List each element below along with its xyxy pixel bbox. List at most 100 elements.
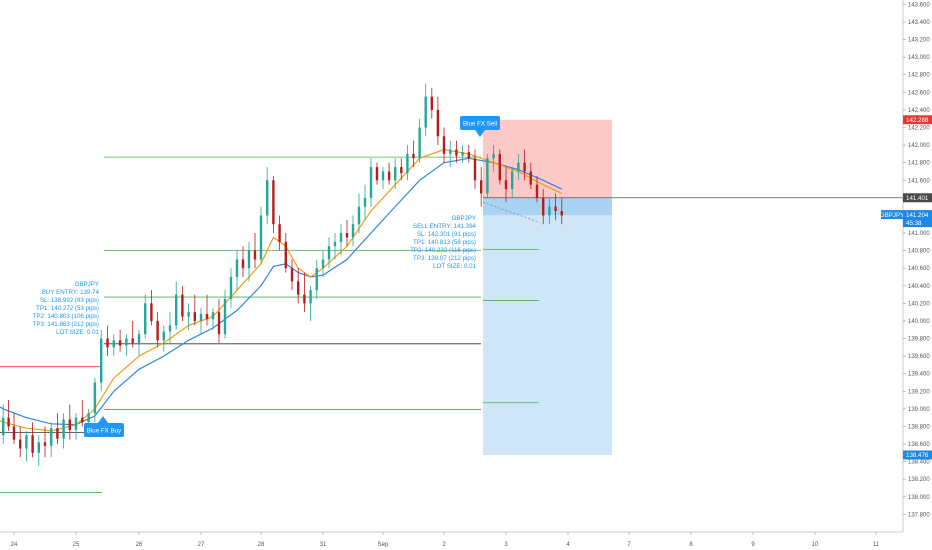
candle xyxy=(442,127,446,163)
candle-body xyxy=(375,167,379,181)
sell-signal-badge[interactable]: Blue FX Sell xyxy=(460,116,500,137)
price-tick-label: 140.200 xyxy=(908,301,930,307)
price-tick-label: 140.600 xyxy=(908,266,930,272)
sell-badge-arrow xyxy=(475,130,485,137)
time-tick-label: 9 xyxy=(751,542,755,548)
candle-body xyxy=(517,162,520,172)
candle-body xyxy=(241,259,245,269)
take-profit-zone[interactable] xyxy=(483,197,612,455)
candle-body xyxy=(345,233,349,238)
buy-info-line-1: BUY ENTRY: 139.74 xyxy=(42,289,100,296)
candle xyxy=(387,162,391,185)
candle xyxy=(253,233,257,269)
candle xyxy=(217,298,221,343)
candle xyxy=(2,404,5,445)
signal-levels xyxy=(0,156,539,493)
candle-body xyxy=(511,171,514,190)
time-tick-label: 25 xyxy=(73,542,80,548)
candle-body xyxy=(217,312,221,335)
time-tick-label: 2 xyxy=(442,542,446,548)
candle-body xyxy=(175,294,178,326)
time-axis[interactable]: 24 25 26 27 28 31 Sep 2 3 4 7 8 9 10 11 xyxy=(0,531,903,548)
time-tick-label: 10 xyxy=(812,542,819,548)
candle xyxy=(486,153,489,198)
candle xyxy=(554,193,557,220)
candle xyxy=(309,285,312,321)
candle xyxy=(424,83,427,137)
candle xyxy=(211,307,215,330)
countdown-label: 45:38 xyxy=(906,220,922,227)
candle-body xyxy=(554,206,557,212)
candle xyxy=(315,259,318,299)
candle xyxy=(223,290,227,339)
price-tag-entry: 141.401 xyxy=(903,193,932,203)
candle-body xyxy=(118,340,122,346)
candle xyxy=(430,87,433,119)
candle-body xyxy=(357,206,361,225)
candle xyxy=(266,167,269,225)
candle xyxy=(290,259,294,291)
last-price-box xyxy=(903,210,932,228)
price-tag-label: 142.288 xyxy=(906,117,929,124)
price-tick-label: 139.600 xyxy=(908,354,930,360)
candle-body xyxy=(266,180,269,216)
price-tick-label: 139.000 xyxy=(908,407,930,413)
price-tag-box xyxy=(903,193,932,203)
candle-body xyxy=(272,180,275,225)
candle-body xyxy=(529,171,532,185)
candle xyxy=(100,329,103,392)
candle xyxy=(144,294,147,339)
candle xyxy=(125,334,128,357)
candle-body xyxy=(247,250,251,269)
price-axis[interactable]: 137.800 138.000 138.200 138.400 138.600 138.8… xyxy=(902,0,930,532)
candle xyxy=(106,325,109,357)
candle-body xyxy=(162,331,165,341)
price-tick-label: 138.000 xyxy=(908,495,930,501)
time-tick-label: 3 xyxy=(504,542,508,548)
candle xyxy=(492,145,495,172)
buy-info-line-5: TP3: 141.863 (212 pips) xyxy=(33,321,99,328)
stop-loss-zone[interactable] xyxy=(483,119,612,198)
candle-body xyxy=(2,417,5,436)
candle xyxy=(327,237,331,269)
price-tick-label: 143.200 xyxy=(908,38,930,44)
sell-signal-info: GBPJPY SELL ENTRY: 141.394 SL: 142.301 (… xyxy=(410,215,476,270)
candle xyxy=(284,233,287,273)
price-tick-label: 143.400 xyxy=(908,20,930,26)
buy-signal-badge[interactable]: Blue FX Buy xyxy=(84,416,124,437)
candle-body xyxy=(144,303,147,335)
buy-badge-arrow xyxy=(98,416,108,423)
time-tick-label: Sep xyxy=(378,542,389,548)
price-tag-box xyxy=(903,450,932,460)
candle xyxy=(542,189,545,225)
candle xyxy=(259,206,263,264)
candle xyxy=(62,413,65,449)
price-tick-label: 143.000 xyxy=(908,55,930,61)
candle xyxy=(381,167,385,190)
candle xyxy=(81,400,84,427)
time-tick-label: 4 xyxy=(566,542,570,548)
price-tick-label: 143.600 xyxy=(908,2,930,8)
candle xyxy=(461,145,464,163)
candle xyxy=(247,241,251,282)
ema-slow-line xyxy=(0,157,563,426)
candle xyxy=(467,145,470,163)
candle-body xyxy=(31,435,34,453)
buy-info-line-6: LOT SIZE: 0.01 xyxy=(56,329,99,336)
candle-body xyxy=(369,167,373,198)
price-tick-label: 139.400 xyxy=(908,372,930,378)
candle-body xyxy=(50,428,53,446)
candle xyxy=(345,219,349,247)
candle-body xyxy=(492,153,495,159)
candle-body xyxy=(449,149,452,154)
buy-signal-info: GBPJPY BUY ENTRY: 139.74 SL: 138.992 (83… xyxy=(33,281,100,336)
candle-body xyxy=(424,96,427,128)
candle-body xyxy=(394,167,397,181)
candle-body xyxy=(412,153,415,159)
candle-body xyxy=(199,313,203,321)
candle-body xyxy=(235,259,239,277)
candle-body xyxy=(37,442,40,453)
candle-body xyxy=(542,197,545,216)
